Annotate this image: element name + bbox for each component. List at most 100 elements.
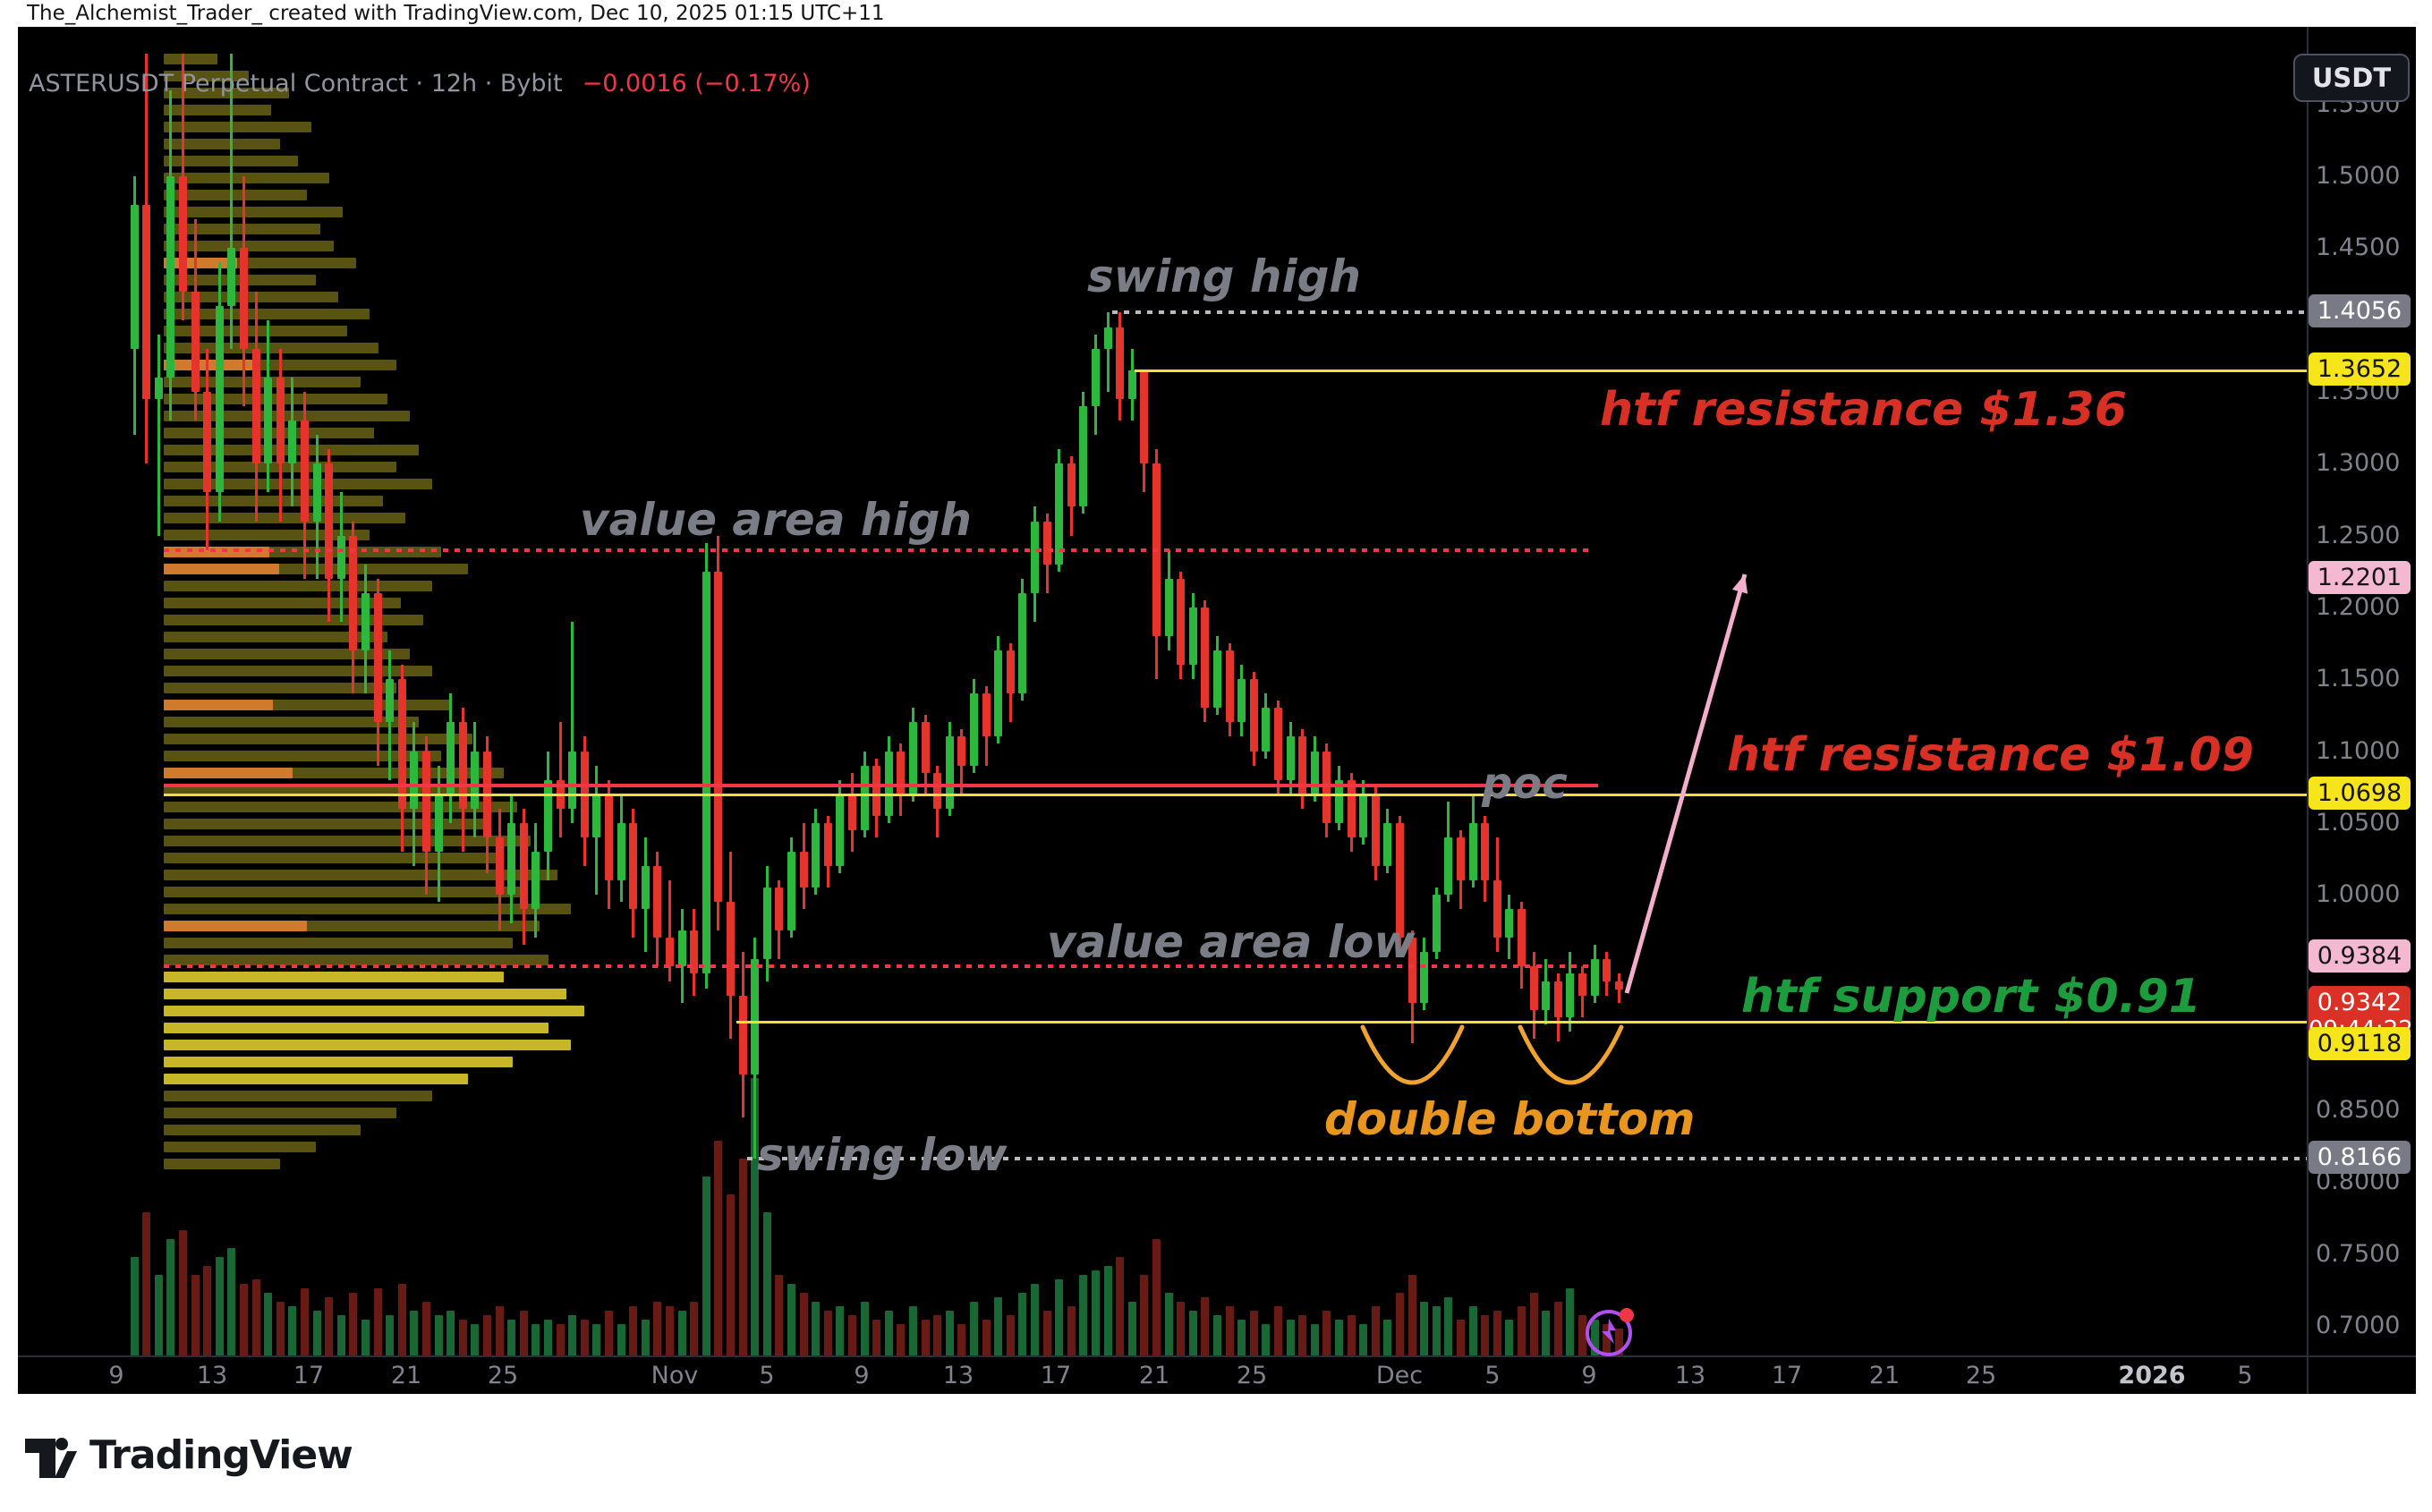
volume-bar xyxy=(227,1248,236,1355)
volume-bar xyxy=(349,1293,358,1355)
candle-body xyxy=(1529,966,1538,1010)
price-tick: 1.2000 xyxy=(2316,592,2401,621)
volume-profile-row xyxy=(164,1057,513,1067)
candle-body xyxy=(227,248,236,306)
tradingview-logo[interactable]: TradingView xyxy=(25,1430,353,1480)
tradingview-mark-icon xyxy=(25,1438,77,1478)
candle-body xyxy=(787,851,795,931)
volume-profile-row xyxy=(164,649,410,659)
volume-pane xyxy=(18,27,2416,1394)
time-tick: 21 xyxy=(390,1362,422,1389)
candle-body xyxy=(1542,981,1551,1010)
time-axis-separator xyxy=(18,1355,2416,1357)
candle-body xyxy=(884,751,893,816)
candle-body xyxy=(1298,736,1307,794)
swing-high-line[interactable] xyxy=(1112,310,2307,314)
currency-toggle-button[interactable]: USDT xyxy=(2293,54,2410,102)
resistance-1-3652-line[interactable] xyxy=(1135,369,2307,372)
candle-wick xyxy=(571,621,574,823)
time-axis[interactable]: 5 9 13 17 21 25 Nov 5 9 13 17 21 25 Dec 5 9 13 17 21 25 2026… xyxy=(18,27,2416,1394)
candle-body xyxy=(969,693,978,766)
volume-bar xyxy=(677,1311,686,1355)
volume-bar xyxy=(1103,1266,1112,1355)
candle-body xyxy=(1468,822,1477,881)
volume-bar xyxy=(762,1212,771,1355)
flash-events-button[interactable] xyxy=(1582,1303,1639,1360)
time-tick: 25 xyxy=(487,1362,519,1389)
volume-profile-row xyxy=(164,411,410,421)
volume-bar xyxy=(1371,1306,1380,1355)
volume-bar xyxy=(1505,1320,1514,1355)
volume-bar xyxy=(1079,1275,1088,1355)
volume-bar xyxy=(1030,1284,1039,1355)
price-tick: 1.4500 xyxy=(2316,234,2401,262)
volume-bar xyxy=(617,1324,625,1355)
candle-body xyxy=(531,851,540,910)
annotations: swing high value area high poc value area l… xyxy=(18,27,2416,1394)
volume-profile-accent xyxy=(164,700,273,710)
candle-body xyxy=(1188,607,1197,666)
candle-body xyxy=(361,592,370,651)
notification-dot xyxy=(1620,1308,1634,1322)
price-axis[interactable]: 1.5500 1.5000 1.4500 1.3500 1.3000 1.2500 1.20… xyxy=(18,27,2416,1394)
candle-body xyxy=(203,391,212,493)
candle-body xyxy=(325,463,334,579)
volume-bar xyxy=(945,1311,954,1355)
volume-profile-row xyxy=(164,1074,468,1084)
candle-body xyxy=(1492,880,1501,939)
candle-body xyxy=(1018,592,1027,694)
volume-bar xyxy=(556,1324,565,1355)
poc-line[interactable] xyxy=(164,784,1598,787)
symbol-title[interactable]: ASTERUSDT Perpetual Contract · 12h · Byb… xyxy=(29,70,563,98)
volume-bar xyxy=(580,1320,589,1355)
volume-bar xyxy=(288,1306,297,1355)
volume-bar xyxy=(410,1311,419,1355)
volume-bar xyxy=(775,1275,784,1355)
volume-bar xyxy=(154,1275,163,1355)
support-0-9118-line[interactable] xyxy=(736,1020,2307,1024)
time-tick: 2026 xyxy=(2118,1362,2186,1389)
candle-body xyxy=(386,679,395,723)
volume-bar xyxy=(251,1279,260,1355)
volume-profile-row xyxy=(164,173,329,183)
volume-bar xyxy=(629,1306,638,1355)
candle-body xyxy=(1286,736,1295,780)
volume-bar xyxy=(1359,1324,1368,1355)
chart-area[interactable]: swing high value area high poc value area l… xyxy=(18,27,2416,1394)
volume-bar xyxy=(543,1320,552,1355)
volume-bar xyxy=(1481,1315,1490,1355)
time-tick: 25 xyxy=(1236,1362,1268,1389)
candle-body xyxy=(1091,348,1100,406)
candle-body xyxy=(1042,521,1051,565)
volume-profile-row xyxy=(164,717,419,727)
candle-body xyxy=(823,822,832,866)
price-levels xyxy=(18,27,2416,1394)
volume-bar xyxy=(1286,1320,1295,1355)
volume-bar xyxy=(325,1297,334,1355)
htf-support-091-label: htf support $0.91 xyxy=(1741,970,2201,1024)
candle-body xyxy=(933,772,942,809)
time-tick: Dec xyxy=(1375,1362,1424,1389)
time-tick: 9 xyxy=(854,1362,870,1389)
candle-body xyxy=(1505,909,1514,939)
swing-low-line[interactable] xyxy=(747,1157,2307,1160)
volume-bar xyxy=(1188,1311,1197,1355)
candle-body xyxy=(421,751,430,852)
candle-body xyxy=(641,866,650,910)
candle-body xyxy=(410,751,419,809)
candle-body xyxy=(982,693,991,737)
volume-bar xyxy=(847,1315,856,1355)
volume-profile-row xyxy=(164,1006,584,1016)
volume-bar xyxy=(884,1311,893,1355)
price-tick: 1.1000 xyxy=(2316,736,2401,765)
value-area-low-line[interactable] xyxy=(164,964,1594,968)
candle-body xyxy=(568,751,577,809)
volume-bar xyxy=(921,1320,930,1355)
volume-bar xyxy=(458,1320,467,1355)
resistance-1-0698-line[interactable] xyxy=(164,793,2307,796)
chart-legend[interactable]: ASTERUSDT Perpetual Contract · 12h · Byb… xyxy=(29,70,811,98)
value-area-high-line[interactable] xyxy=(164,548,1594,552)
price-tick: 1.0500 xyxy=(2316,808,2401,837)
price-badge-1.2201: 1.2201 xyxy=(2309,560,2411,594)
volume-bar xyxy=(1091,1270,1100,1355)
